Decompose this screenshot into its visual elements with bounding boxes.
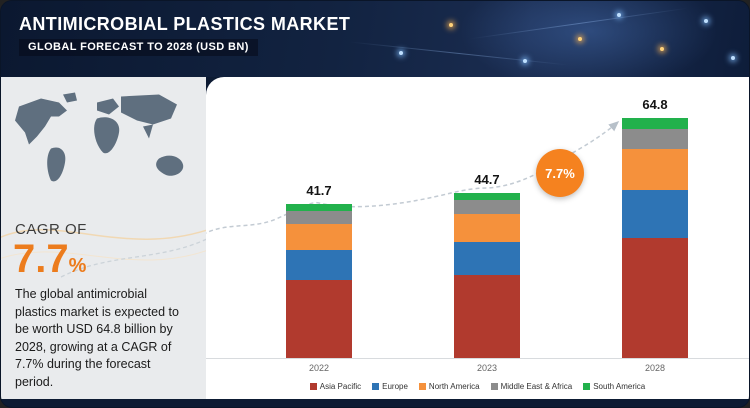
bar-segment-asia-pacific <box>286 280 352 358</box>
bar-stack <box>622 118 688 358</box>
legend-swatch <box>372 383 380 390</box>
bar-segment-asia-pacific <box>622 237 688 358</box>
page-subtitle: GLOBAL FORECAST TO 2028 (USD BN) <box>19 39 258 56</box>
bar-total-label: 64.8 <box>642 97 668 113</box>
legend-label: North America <box>428 382 480 391</box>
x-axis-label: 2022 <box>308 363 330 373</box>
bar-group-2022: 41.7 <box>286 183 352 358</box>
bar-stack <box>286 203 352 358</box>
cagr-percent-sign: % <box>68 255 87 277</box>
bar-segment-asia-pacific <box>454 274 520 358</box>
glow-dot-icon <box>449 23 453 27</box>
bar-segment-middle-east-africa <box>454 200 520 214</box>
legend-item-europe: Europe <box>372 382 408 391</box>
glow-dot-icon <box>660 47 664 51</box>
footer-bar <box>1 399 749 407</box>
bar-group-2028: 64.8 <box>622 97 688 358</box>
glow-dot-icon <box>578 37 582 41</box>
bar-segment-europe <box>622 189 688 238</box>
chart-panel: 41.7 44.7 64.8 2022 2023 2028 Asia Pacific Eu… <box>206 77 749 399</box>
bar-group-2023: 44.7 <box>454 172 520 358</box>
legend-label: Asia Pacific <box>319 382 362 391</box>
growth-badge: 7.7% <box>536 149 584 197</box>
legend-item-middle-east-africa: Middle East & Africa <box>490 382 573 391</box>
x-axis-label: 2023 <box>476 363 498 373</box>
glow-dot-icon <box>617 13 621 17</box>
glow-dot-icon <box>731 56 735 60</box>
bar-segment-south-america <box>286 203 352 211</box>
cagr-value: 7.7% <box>13 238 206 280</box>
bar-segment-south-america <box>454 192 520 201</box>
header-banner: ANTIMICROBIAL PLASTICS MARKET GLOBAL FOR… <box>1 1 749 77</box>
bar-segment-middle-east-africa <box>622 129 688 149</box>
forecast-description: The global antimicrobial plastics market… <box>15 287 179 389</box>
bar-segment-north-america <box>286 223 352 250</box>
bar-segment-north-america <box>622 148 688 190</box>
bar-segment-europe <box>454 241 520 275</box>
bar-stack <box>454 192 520 358</box>
bar-plot-area: 41.7 44.7 64.8 <box>206 77 749 359</box>
sidebar-curve-decoration <box>1 229 206 278</box>
glow-dot-icon <box>704 19 708 23</box>
cagr-label: CAGR OF <box>15 221 87 238</box>
bar-total-label: 44.7 <box>474 171 500 187</box>
sidebar: CAGR OF 7.7% The global antimicrobial pl… <box>1 77 206 399</box>
legend-label: Middle East & Africa <box>500 382 573 391</box>
bar-segment-middle-east-africa <box>286 210 352 224</box>
bar-segment-south-america <box>622 118 688 130</box>
legend-swatch <box>490 383 498 390</box>
legend-item-north-america: North America <box>418 382 480 391</box>
world-map-graphic <box>15 92 184 182</box>
legend-label: South America <box>593 382 646 391</box>
legend-item-south-america: South America <box>583 382 645 391</box>
bar-total-label: 41.7 <box>306 182 332 198</box>
legend-swatch <box>309 383 317 390</box>
legend-swatch <box>418 383 426 390</box>
glow-dot-icon <box>523 59 527 63</box>
page-title: ANTIMICROBIAL PLASTICS MARKET <box>19 14 351 34</box>
x-axis-labels: 2022 2023 2028 <box>206 363 749 373</box>
bar-segment-europe <box>286 249 352 281</box>
legend-item-asia-pacific: Asia Pacific <box>309 382 362 391</box>
chart-legend: Asia Pacific Europe North America Middle Ea… <box>206 382 749 391</box>
x-axis-label: 2028 <box>644 363 666 373</box>
growth-badge-label: 7.7% <box>545 165 575 181</box>
glow-dot-icon <box>399 51 403 55</box>
legend-swatch <box>583 383 591 390</box>
bar-segment-north-america <box>454 213 520 242</box>
legend-label: Europe <box>382 382 408 391</box>
cagr-number: 7.7 <box>13 237 69 281</box>
